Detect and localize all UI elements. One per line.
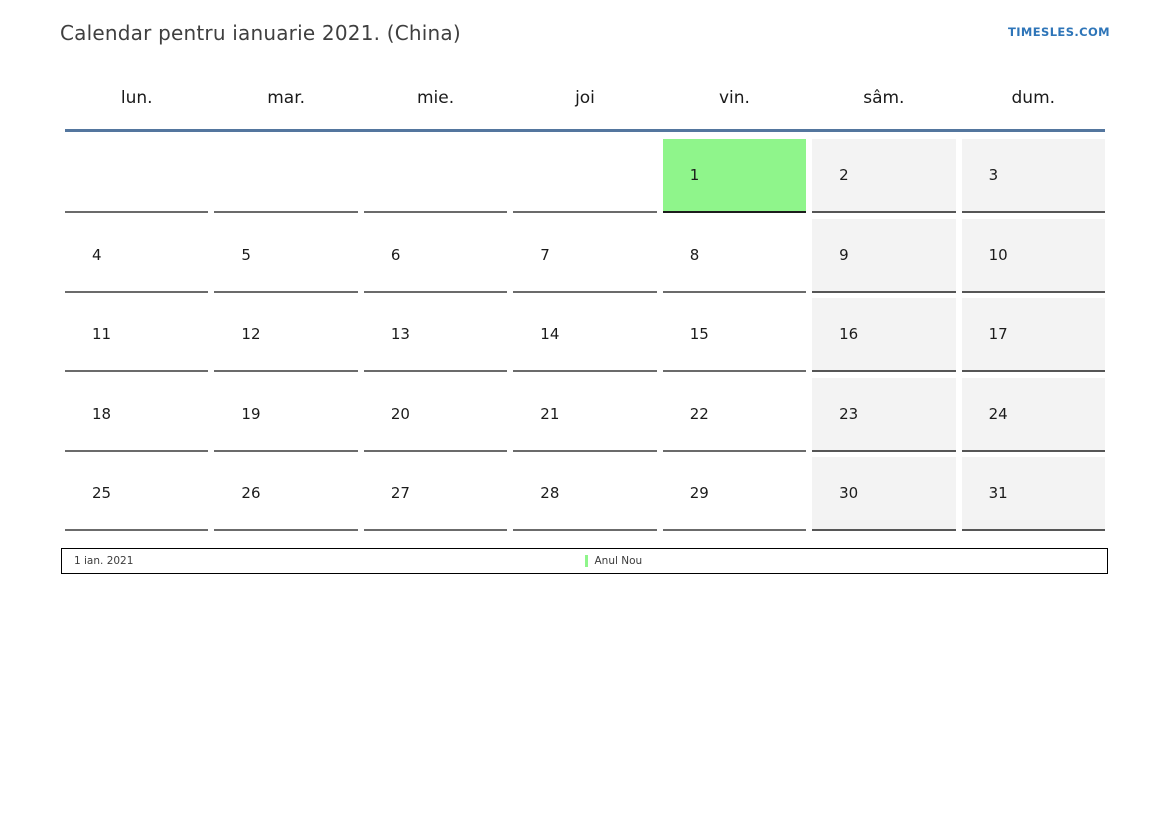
legend-date: 1 ian. 2021 (74, 555, 134, 567)
day-number: 13 (390, 325, 410, 343)
day-cell: 15 (662, 298, 807, 372)
day-cell: 8 (662, 218, 807, 293)
day-cell: 19 (214, 377, 358, 452)
day-number: 26 (241, 484, 261, 502)
brand-link[interactable]: TIMESLES.COM (1008, 25, 1110, 39)
day-cell: 11 (65, 298, 209, 372)
weekday-wednesday: mie. (416, 88, 455, 108)
day-cell: 30 (812, 457, 956, 531)
day-grid: 1 2 3 4 5 6 7 8 9 10 11 12 13 14 15 16 1… (65, 139, 1105, 531)
day-cell: 23 (812, 377, 956, 452)
day-number: 5 (241, 245, 251, 264)
day-cell: 31 (961, 457, 1105, 531)
day-cell-empty (214, 139, 358, 213)
weekday-monday: lun. (120, 88, 153, 108)
day-cell: 22 (662, 377, 807, 452)
day-number: 4 (92, 245, 102, 264)
page-title: Calendar pentru ianuarie 2021. (China) (60, 21, 461, 45)
legend-holiday-item: Anul Nou (584, 555, 643, 567)
day-cell: 16 (812, 298, 956, 372)
day-number: 27 (390, 484, 410, 502)
legend-box: 1 ian. 2021 Anul Nou (61, 548, 1108, 574)
day-number: 24 (988, 404, 1008, 423)
day-cell: 29 (662, 457, 807, 531)
day-cell: 7 (513, 218, 657, 293)
day-cell: 12 (214, 298, 358, 372)
day-cell: 4 (65, 218, 209, 293)
day-number: 6 (390, 245, 401, 264)
day-number: 28 (540, 484, 560, 502)
day-number: 9 (839, 245, 849, 264)
weekday-tuesday: mar. (267, 88, 306, 108)
legend-holiday-label: Anul Nou (594, 555, 643, 567)
day-number: 3 (988, 166, 999, 184)
day-number: 31 (988, 484, 1008, 502)
day-cell: 13 (363, 298, 508, 372)
day-number: 10 (988, 245, 1008, 264)
day-number: 7 (540, 245, 550, 264)
day-number: 2 (839, 166, 849, 184)
day-number: 22 (689, 404, 709, 423)
day-cell: 10 (961, 218, 1105, 293)
day-number: 25 (92, 484, 112, 502)
day-number: 21 (540, 404, 560, 423)
day-number: 8 (689, 245, 700, 264)
day-number: 20 (390, 404, 410, 423)
holiday-color-swatch (584, 555, 588, 567)
day-number: 18 (92, 404, 112, 423)
day-cell: 20 (363, 377, 508, 452)
weekday-thursday: joi (575, 88, 595, 108)
day-cell-holiday-1: 1 (662, 139, 807, 213)
calendar: lun. mar. mie. joi vin. sâm. dum. 1 2 3 … (65, 86, 1105, 531)
day-cell: 27 (363, 457, 508, 531)
day-number: 1 (689, 166, 700, 184)
weekday-saturday: sâm. (863, 88, 905, 108)
day-cell: 25 (65, 457, 209, 531)
day-number: 15 (689, 325, 709, 343)
day-cell: 9 (812, 218, 956, 293)
day-cell: 26 (214, 457, 358, 531)
day-number: 19 (241, 404, 261, 423)
day-cell: 6 (363, 218, 508, 293)
day-cell: 18 (65, 377, 209, 452)
day-number: 12 (241, 325, 261, 343)
day-cell-empty (65, 139, 209, 213)
day-cell-empty (363, 139, 508, 213)
day-cell: 14 (513, 298, 657, 372)
day-number: 17 (988, 325, 1008, 343)
day-cell: 24 (961, 377, 1105, 452)
day-number: 11 (92, 325, 112, 343)
day-number: 30 (839, 484, 859, 502)
day-number: 14 (540, 325, 560, 343)
day-cell: 2 (812, 139, 956, 213)
day-cell-empty (513, 139, 657, 213)
weekday-friday: vin. (718, 88, 750, 108)
day-cell: 17 (961, 298, 1105, 372)
day-number: 16 (839, 325, 859, 343)
day-cell: 5 (214, 218, 358, 293)
day-cell: 3 (961, 139, 1105, 213)
day-number: 29 (689, 484, 709, 502)
weekday-header-row: lun. mar. mie. joi vin. sâm. dum. (65, 86, 1105, 110)
day-cell: 28 (513, 457, 657, 531)
weekday-sunday: dum. (1011, 88, 1056, 108)
day-number: 23 (839, 404, 859, 423)
header-divider (65, 129, 1105, 132)
day-cell: 21 (513, 377, 657, 452)
